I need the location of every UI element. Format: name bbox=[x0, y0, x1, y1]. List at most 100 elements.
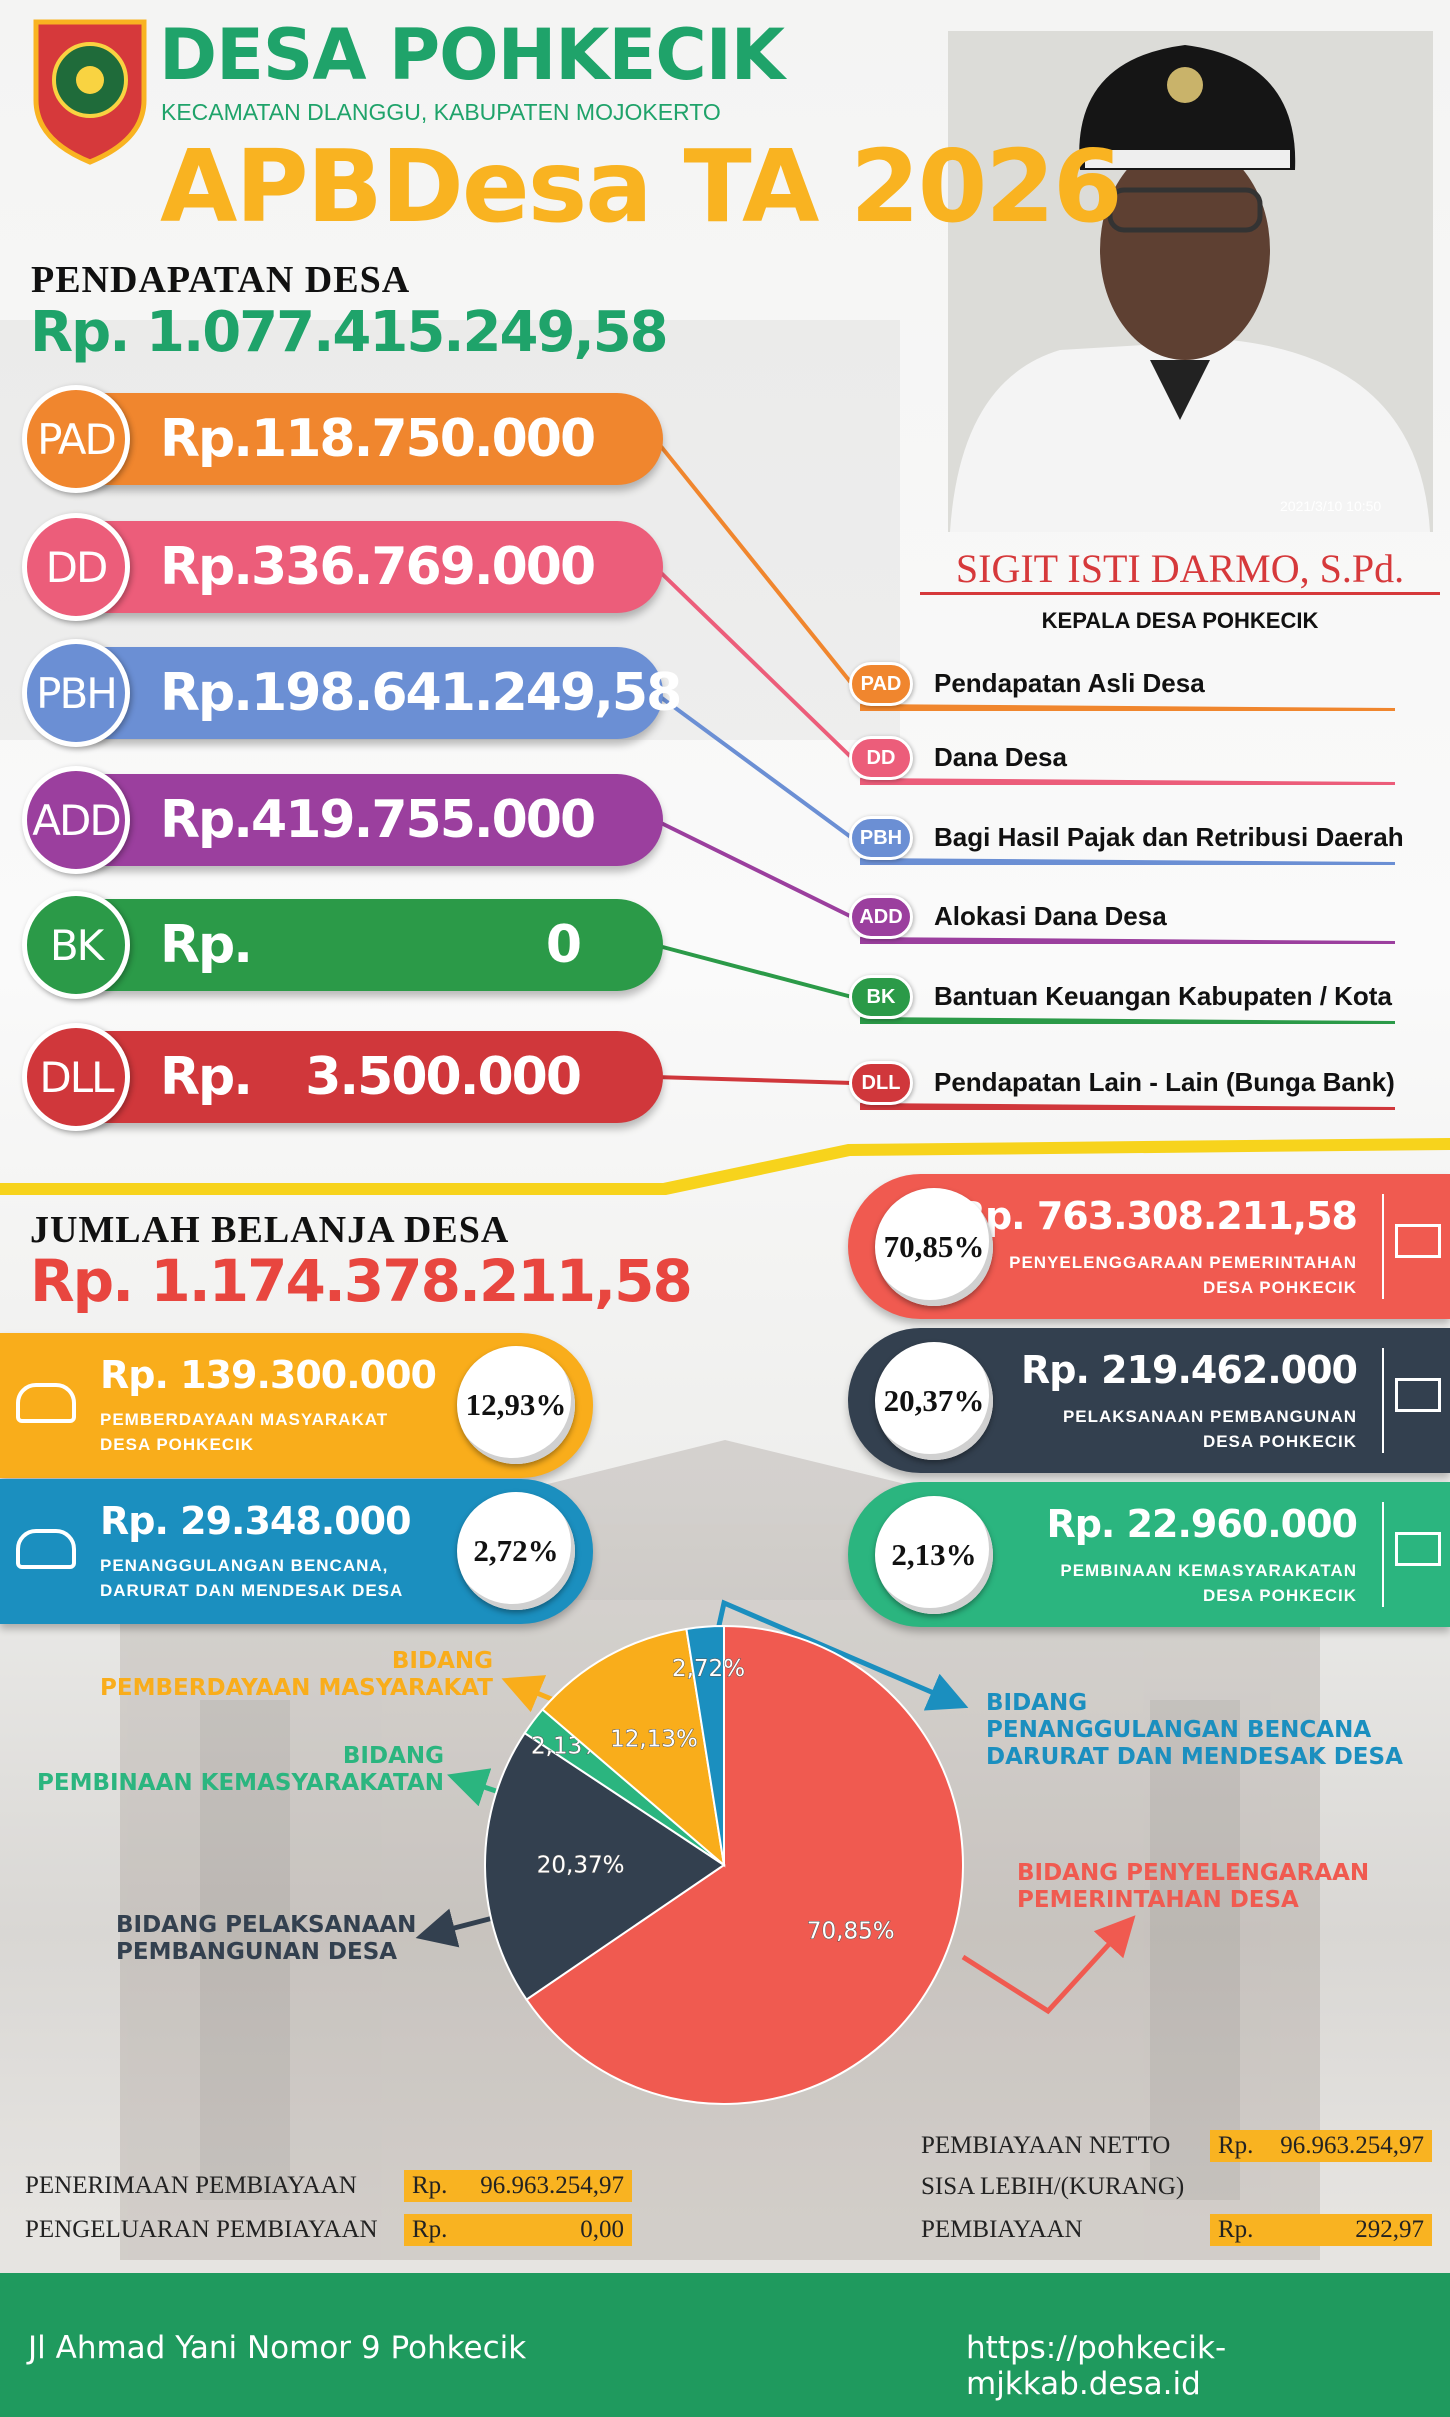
connector bbox=[654, 818, 853, 919]
legend-label: Alokasi Dana Desa bbox=[934, 901, 1167, 931]
card-separator bbox=[1382, 1194, 1384, 1299]
legend-code: BK bbox=[849, 975, 913, 1019]
card-icon bbox=[1395, 1378, 1441, 1412]
connector bbox=[653, 437, 854, 686]
spending-desc: PEMBERDAYAAN MASYARAKAT DESA POHKECIK bbox=[100, 1410, 389, 1454]
currency: Rp. bbox=[412, 2172, 448, 2199]
logo bbox=[33, 19, 147, 165]
spending-amount: Rp. 219.462.000 bbox=[1021, 1348, 1358, 1392]
legend-code: DLL bbox=[849, 1061, 913, 1105]
legend-underline bbox=[860, 704, 1395, 711]
spending-percent: 70,85% bbox=[875, 1188, 993, 1306]
income-amount: Rp. 0 bbox=[160, 899, 582, 991]
currency: Rp. bbox=[160, 790, 253, 850]
chart-layer: 70,85% 20,37% 2,13% 12,13% 2,72% bbox=[484, 437, 1395, 2105]
legend-underline bbox=[860, 937, 1395, 944]
legend-label: Dana Desa bbox=[934, 742, 1067, 772]
subtitle: KECAMATAN DLANGGU, KABUPATEN MOJOKERTO bbox=[161, 99, 721, 125]
legend-label: Pendapatan Lain - Lain (Bunga Bank) bbox=[934, 1067, 1395, 1097]
financing-amount-box: Rp. 96.963.254,97 bbox=[404, 2170, 632, 2202]
footer-bar bbox=[0, 2273, 1450, 2417]
legend-label: Bagi Hasil Pajak dan Retribusi Daerah bbox=[934, 822, 1404, 852]
legend-code: PAD bbox=[849, 662, 913, 706]
spending-title: JUMLAH BELANJA DESA bbox=[30, 1209, 510, 1251]
official-name: SIGIT ISTI DARMO, S.Pd. bbox=[920, 545, 1440, 595]
currency: Rp. bbox=[160, 915, 253, 975]
financing-label: SISA LEBIH/(KURANG) PEMBIAYAAN bbox=[921, 2173, 1185, 2243]
connector bbox=[653, 565, 854, 760]
spending-amount: Rp. 763.308.211,58 bbox=[956, 1194, 1358, 1238]
spending-desc: PEMBINAAN KEMASYARAKATAN DESA POHKECIK bbox=[1060, 1561, 1357, 1605]
income-pill bbox=[28, 647, 663, 739]
footer-url[interactable]: https://pohkecik-mjkkab.desa.id bbox=[966, 2330, 1227, 2402]
category-label: BIDANG PENANGGULANGAN BENCANA DARURAT DA… bbox=[986, 1690, 1403, 1770]
amount: 0 bbox=[545, 915, 582, 975]
category-label: BIDANG PENYELENGARAAN PEMERINTAHAN DESA bbox=[1017, 1860, 1370, 1913]
income-code: DD bbox=[22, 513, 130, 621]
spending-amount: Rp. 29.348.000 bbox=[100, 1499, 412, 1543]
legend-label: Bantuan Keuangan Kabupaten / Kota bbox=[934, 981, 1392, 1011]
amount: 3.500.000 bbox=[305, 1047, 582, 1107]
heading: APBDesa TA 2026 bbox=[160, 128, 1123, 245]
connector bbox=[653, 691, 854, 840]
spending-percent: 12,93% bbox=[457, 1346, 575, 1464]
card-icon bbox=[1395, 1224, 1441, 1258]
income-amount: Rp. 419.755.000 bbox=[160, 774, 596, 866]
amount: 0,00 bbox=[580, 2216, 624, 2243]
slice-label: 2,72% bbox=[672, 1656, 745, 1682]
footer-address: Jl Ahmad Yani Nomor 9 Pohkecik bbox=[28, 2330, 527, 2366]
legend-code: DD bbox=[849, 736, 913, 780]
income-pill bbox=[28, 774, 663, 866]
legend-underline bbox=[860, 1103, 1395, 1110]
pie-slice bbox=[541, 1627, 726, 1868]
connector bbox=[654, 1075, 853, 1085]
currency: Rp. bbox=[160, 537, 253, 597]
financing-amount-box: Rp. 0,00 bbox=[404, 2214, 632, 2246]
income-pill bbox=[28, 521, 663, 613]
official-position: KEPALA DESA POHKECIK bbox=[1041, 608, 1319, 633]
income-pill bbox=[28, 393, 663, 485]
spending-total: Rp. 1.174.378.211,58 bbox=[30, 1247, 693, 1315]
card-icon bbox=[16, 1383, 76, 1423]
amount: 96.963.254,97 bbox=[480, 2172, 624, 2199]
currency: Rp. bbox=[1218, 2216, 1254, 2243]
official-photo bbox=[948, 31, 1433, 532]
legend-code: PBH bbox=[849, 816, 913, 860]
spending-amount: Rp. 139.300.000 bbox=[100, 1353, 437, 1397]
spending-percent: 20,37% bbox=[875, 1342, 993, 1460]
card-icon bbox=[1395, 1532, 1441, 1566]
currency: Rp. bbox=[160, 409, 253, 469]
currency: Rp. bbox=[1218, 2132, 1254, 2159]
category-label: BIDANG PELAKSANAAN PEMBANGUNAN DESA bbox=[116, 1912, 417, 1965]
financing-label: PENGELUARAN PEMBIAYAAN bbox=[25, 2216, 378, 2243]
financing-label: PEMBIAYAAN NETTO bbox=[921, 2132, 1171, 2159]
income-code: DLL bbox=[22, 1023, 130, 1131]
income-code: PAD bbox=[22, 385, 130, 493]
card-icon bbox=[16, 1529, 76, 1569]
pie-slice bbox=[685, 1624, 725, 1866]
photo-timestamp: 2021/3/10 10:50 bbox=[1280, 498, 1382, 514]
income-code: BK bbox=[22, 891, 130, 999]
income-amount: Rp. 118.750.000 bbox=[160, 393, 596, 485]
spending-desc: PENANGGULANGAN BENCANA, DARURAT DAN MEND… bbox=[100, 1556, 404, 1600]
financing-label: PENERIMAAN PEMBIAYAAN bbox=[25, 2172, 357, 2199]
spending-percent: 2,13% bbox=[875, 1496, 993, 1614]
spending-amount: Rp. 22.960.000 bbox=[1046, 1502, 1358, 1546]
connector bbox=[654, 943, 853, 999]
category-label: BIDANG PEMBINAAN KEMASYARAKATAN bbox=[37, 1743, 444, 1796]
legend-label: Pendapatan Asli Desa bbox=[934, 668, 1205, 698]
divider-stripe bbox=[0, 1138, 1450, 1195]
slice-label: 20,37% bbox=[537, 1852, 625, 1878]
spending-desc: PENYELENGGARAAN PEMERINTAHAN DESA POHKEC… bbox=[1009, 1253, 1357, 1297]
income-title: PENDAPATAN DESA bbox=[31, 259, 411, 301]
slice-label: 12,13% bbox=[610, 1726, 698, 1752]
card-separator bbox=[1382, 1502, 1384, 1607]
legend-underline bbox=[860, 1017, 1395, 1024]
income-amount: Rp. 198.641.249,58 bbox=[160, 647, 682, 739]
amount: 118.750.000 bbox=[251, 409, 596, 469]
card-separator bbox=[1382, 1348, 1384, 1453]
currency: Rp. bbox=[160, 1047, 253, 1107]
slice-label: 70,85% bbox=[807, 1919, 895, 1945]
currency: Rp. bbox=[160, 663, 253, 723]
